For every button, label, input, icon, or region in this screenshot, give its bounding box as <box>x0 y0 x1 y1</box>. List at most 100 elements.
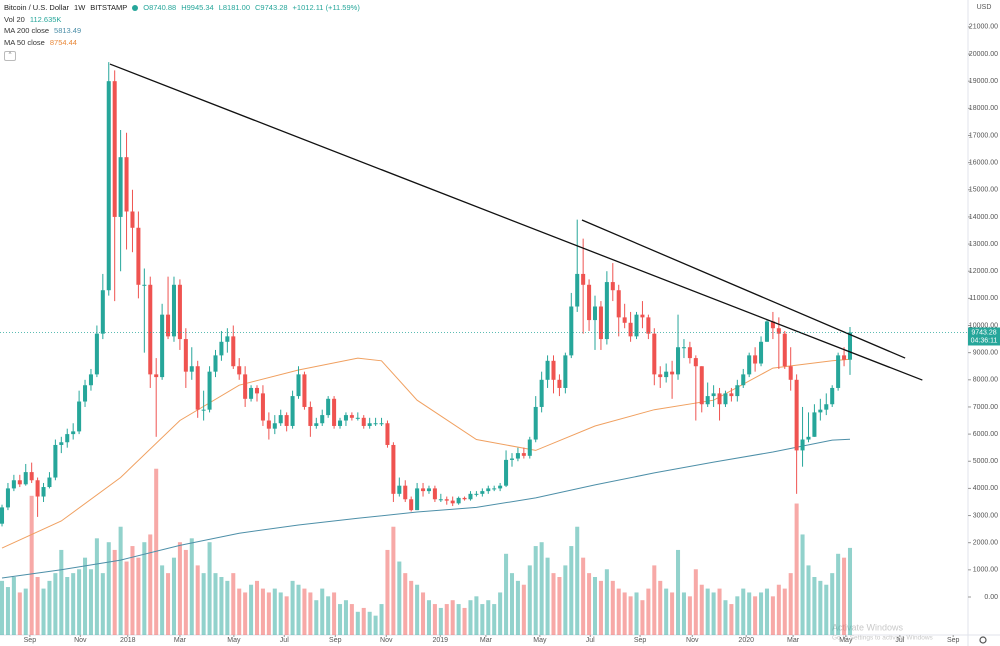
symbol-title: Bitcoin / U.S. Dollar <box>4 3 70 12</box>
candle-body <box>575 273 580 307</box>
volume-bar <box>557 577 562 635</box>
candle-body <box>201 409 206 411</box>
volume-bar <box>788 573 793 635</box>
candle-body <box>338 420 343 426</box>
price-tag-label: 9743.28 <box>971 329 996 336</box>
candle-body <box>17 480 22 485</box>
exchange: BITSTAMP <box>90 3 128 12</box>
volume-bar <box>723 600 728 635</box>
volume-bar <box>11 577 16 635</box>
candle-body <box>71 431 76 435</box>
volume-bar <box>213 573 218 635</box>
volume-bar <box>142 542 147 635</box>
candle-body <box>195 366 200 410</box>
candle-body <box>847 332 853 360</box>
volume-bar <box>88 569 93 635</box>
volume-bar <box>278 592 283 635</box>
candle-body <box>296 374 301 397</box>
volume-bar <box>569 546 574 635</box>
volume-bar <box>640 600 645 635</box>
volume-bar <box>225 580 230 635</box>
candle-body <box>711 393 716 397</box>
volume-bar <box>693 569 698 635</box>
candle-body <box>100 290 105 334</box>
volume-bar <box>824 584 829 635</box>
x-tick-label: Jul <box>586 637 595 644</box>
volume-bar <box>628 596 633 635</box>
candle-body <box>794 379 799 451</box>
candle-body <box>355 417 360 419</box>
volume-bar <box>664 588 669 635</box>
candle-body <box>480 491 485 494</box>
candle-body <box>670 371 675 375</box>
candle-body <box>753 355 758 364</box>
collapse-button[interactable]: ^ <box>4 51 16 61</box>
candle-body <box>166 314 171 337</box>
volume-bar <box>438 607 443 635</box>
x-tick-label: Nov <box>686 637 699 644</box>
volume-bar <box>634 592 639 635</box>
volume-bar <box>5 587 10 635</box>
candle-body <box>622 317 627 323</box>
volume-bar <box>367 611 372 635</box>
y-tick-label: 19000.00 <box>969 78 998 85</box>
volume-bar <box>343 600 348 635</box>
candle-body <box>527 439 532 456</box>
indicator-row[interactable]: MA 200 close 5813.49 <box>4 25 360 37</box>
y-tick-label: 16000.00 <box>969 159 998 166</box>
volume-bar <box>237 588 242 635</box>
candle-body <box>681 347 686 349</box>
x-tick-label: Sep <box>947 637 960 644</box>
volume-bar <box>450 600 455 635</box>
volume-bar <box>373 615 378 635</box>
candle-body <box>5 488 10 508</box>
x-tick-label: Mar <box>480 637 493 644</box>
volume-bar <box>545 557 550 635</box>
gear-icon <box>979 636 987 644</box>
indicator-row[interactable]: MA 50 close 8754.44 <box>4 37 360 49</box>
candle-body <box>148 284 153 375</box>
candle-body <box>308 406 313 426</box>
volume-bar <box>676 549 681 635</box>
volume-bar <box>847 547 853 635</box>
volume-bar <box>296 584 301 635</box>
ohlc-low: L8181.00 <box>218 3 251 12</box>
volume-bar <box>397 561 402 635</box>
volume-bar <box>444 604 449 635</box>
volume-bar <box>136 557 141 635</box>
volume-bar <box>480 604 485 635</box>
volume-bar <box>421 592 426 635</box>
candle-body <box>106 81 111 291</box>
volume-bar <box>302 588 307 635</box>
x-tick-label: Nov <box>380 637 393 644</box>
candle-body <box>664 371 669 378</box>
volume-bar <box>717 588 722 635</box>
volume-bar <box>160 565 165 635</box>
candle-body <box>320 415 325 424</box>
candle-body <box>729 393 734 397</box>
x-tick-label: May <box>839 637 853 644</box>
volume-bar <box>610 580 615 635</box>
indicator-row[interactable]: Vol 20 112.635K <box>4 14 360 26</box>
volume-bar <box>646 588 651 635</box>
y-tick-label: 18000.00 <box>969 105 998 112</box>
volume-bar <box>409 580 414 635</box>
volume-bar <box>415 584 420 635</box>
volume-bar <box>201 573 206 635</box>
volume-bar <box>403 573 408 635</box>
candle-body <box>35 480 40 497</box>
volume-bar <box>729 604 734 635</box>
volume-bar <box>219 577 224 635</box>
settings-button[interactable] <box>979 636 987 644</box>
candle-body <box>818 409 823 413</box>
volume-bar <box>260 588 265 635</box>
candle-body <box>237 366 242 375</box>
y-tick-label: 15000.00 <box>969 187 998 194</box>
volume-bar <box>705 588 710 635</box>
candle-body <box>349 415 354 418</box>
y-tick-label: 3000.00 <box>973 512 998 519</box>
ohlc-close: C9743.28 <box>255 3 288 12</box>
volume-bar <box>338 604 343 635</box>
y-tick-label: 2000.00 <box>973 540 998 547</box>
volume-bar <box>290 580 295 635</box>
